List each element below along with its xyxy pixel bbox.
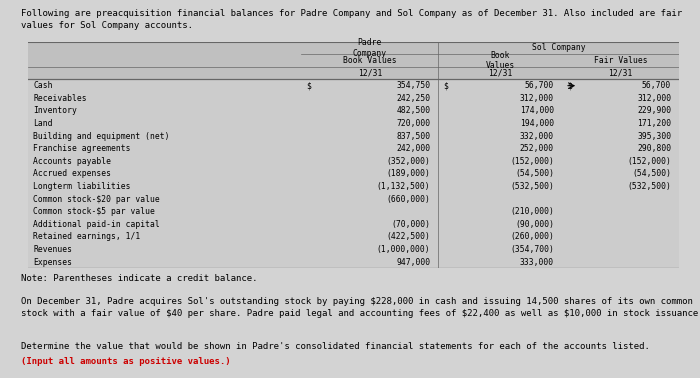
Text: Book Values: Book Values bbox=[343, 56, 397, 65]
Text: (352,000): (352,000) bbox=[386, 157, 430, 166]
Text: (152,000): (152,000) bbox=[510, 157, 554, 166]
Text: (210,000): (210,000) bbox=[510, 207, 554, 216]
Text: Padre
Company: Padre Company bbox=[353, 38, 387, 57]
Text: (1,132,500): (1,132,500) bbox=[377, 182, 430, 191]
Text: 229,900: 229,900 bbox=[637, 106, 671, 115]
Text: 242,250: 242,250 bbox=[396, 94, 430, 103]
FancyBboxPatch shape bbox=[28, 155, 679, 167]
Text: 354,750: 354,750 bbox=[396, 81, 430, 90]
Text: 312,000: 312,000 bbox=[520, 94, 554, 103]
Text: 332,000: 332,000 bbox=[520, 132, 554, 141]
Text: $: $ bbox=[443, 81, 448, 90]
FancyBboxPatch shape bbox=[28, 205, 679, 218]
FancyBboxPatch shape bbox=[28, 193, 679, 205]
Text: Land: Land bbox=[33, 119, 52, 128]
Text: 947,000: 947,000 bbox=[396, 257, 430, 266]
Text: (532,500): (532,500) bbox=[627, 182, 671, 191]
FancyBboxPatch shape bbox=[28, 180, 679, 193]
Text: (54,500): (54,500) bbox=[632, 169, 671, 178]
Text: 12/31: 12/31 bbox=[358, 68, 382, 77]
Text: Fair Values: Fair Values bbox=[594, 56, 648, 65]
Text: Determine the value that would be shown in Padre's consolidated financial statem: Determine the value that would be shown … bbox=[21, 342, 655, 351]
Text: Inventory: Inventory bbox=[33, 106, 77, 115]
FancyBboxPatch shape bbox=[28, 143, 679, 155]
Text: Accrued expenses: Accrued expenses bbox=[33, 169, 111, 178]
Text: (1,000,000): (1,000,000) bbox=[377, 245, 430, 254]
Text: $: $ bbox=[307, 81, 312, 90]
Text: (260,000): (260,000) bbox=[510, 232, 554, 242]
Text: (189,000): (189,000) bbox=[386, 169, 430, 178]
Text: (354,700): (354,700) bbox=[510, 245, 554, 254]
Text: 482,500: 482,500 bbox=[396, 106, 430, 115]
Text: Revenues: Revenues bbox=[33, 245, 72, 254]
Text: 171,200: 171,200 bbox=[637, 119, 671, 128]
Text: Building and equipment (net): Building and equipment (net) bbox=[33, 132, 169, 141]
FancyBboxPatch shape bbox=[28, 256, 679, 268]
FancyBboxPatch shape bbox=[28, 79, 679, 92]
Text: Longterm liabilities: Longterm liabilities bbox=[33, 182, 131, 191]
Text: (70,000): (70,000) bbox=[391, 220, 430, 229]
Text: 194,000: 194,000 bbox=[520, 119, 554, 128]
Text: Receivables: Receivables bbox=[33, 94, 87, 103]
Text: Following are preacquisition financial balances for Padre Company and Sol Compan: Following are preacquisition financial b… bbox=[21, 9, 682, 30]
Text: 56,700: 56,700 bbox=[642, 81, 671, 90]
FancyBboxPatch shape bbox=[28, 167, 679, 180]
Text: Expenses: Expenses bbox=[33, 257, 72, 266]
Text: (Input all amounts as positive values.): (Input all amounts as positive values.) bbox=[21, 357, 230, 366]
Text: 12/31: 12/31 bbox=[608, 68, 633, 77]
FancyBboxPatch shape bbox=[28, 130, 679, 143]
Text: $: $ bbox=[567, 81, 572, 90]
Text: (90,000): (90,000) bbox=[515, 220, 554, 229]
Text: 252,000: 252,000 bbox=[520, 144, 554, 153]
Text: On December 31, Padre acquires Sol's outstanding stock by paying $228,000 in cas: On December 31, Padre acquires Sol's out… bbox=[21, 297, 700, 318]
Text: 720,000: 720,000 bbox=[396, 119, 430, 128]
Text: 290,800: 290,800 bbox=[637, 144, 671, 153]
Text: Additional paid-in capital: Additional paid-in capital bbox=[33, 220, 160, 229]
Text: 333,000: 333,000 bbox=[520, 257, 554, 266]
Text: (152,000): (152,000) bbox=[627, 157, 671, 166]
Text: Common stock-$20 par value: Common stock-$20 par value bbox=[33, 195, 160, 204]
FancyBboxPatch shape bbox=[28, 218, 679, 231]
Text: Common stock-$5 par value: Common stock-$5 par value bbox=[33, 207, 155, 216]
Text: Retained earnings, 1/1: Retained earnings, 1/1 bbox=[33, 232, 141, 242]
Text: 395,300: 395,300 bbox=[637, 132, 671, 141]
Text: 56,700: 56,700 bbox=[525, 81, 554, 90]
Text: 312,000: 312,000 bbox=[637, 94, 671, 103]
Text: 174,000: 174,000 bbox=[520, 106, 554, 115]
FancyBboxPatch shape bbox=[28, 117, 679, 130]
Text: (660,000): (660,000) bbox=[386, 195, 430, 204]
FancyBboxPatch shape bbox=[28, 231, 679, 243]
Text: Sol Company: Sol Company bbox=[532, 43, 585, 53]
Text: Accounts payable: Accounts payable bbox=[33, 157, 111, 166]
FancyBboxPatch shape bbox=[28, 42, 679, 79]
Text: Cash: Cash bbox=[33, 81, 52, 90]
Text: Note: Parentheses indicate a credit balance.: Note: Parentheses indicate a credit bala… bbox=[21, 274, 258, 283]
FancyBboxPatch shape bbox=[28, 92, 679, 105]
Text: Book
Values: Book Values bbox=[485, 51, 514, 70]
FancyBboxPatch shape bbox=[28, 243, 679, 256]
Text: 12/31: 12/31 bbox=[488, 68, 512, 77]
Text: Franchise agreements: Franchise agreements bbox=[33, 144, 131, 153]
Text: 837,500: 837,500 bbox=[396, 132, 430, 141]
Text: (532,500): (532,500) bbox=[510, 182, 554, 191]
Text: (54,500): (54,500) bbox=[515, 169, 554, 178]
FancyBboxPatch shape bbox=[28, 105, 679, 117]
Text: 242,000: 242,000 bbox=[396, 144, 430, 153]
Text: (422,500): (422,500) bbox=[386, 232, 430, 242]
